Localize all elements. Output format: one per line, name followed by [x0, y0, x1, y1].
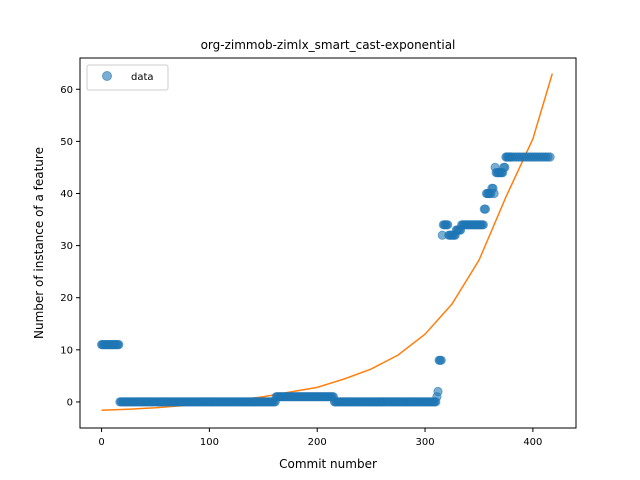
y-axis-title: Number of instance of a feature [32, 147, 46, 339]
x-tick-label: 100 [200, 437, 219, 448]
y-tick-label: 10 [60, 345, 73, 356]
legend-label-data: data [131, 72, 154, 83]
data-point [489, 188, 499, 199]
data-point [478, 220, 488, 230]
x-axis: 0 100 200 300 400 [98, 428, 542, 448]
legend: data [86, 64, 169, 91]
data-point [436, 355, 446, 365]
chart-title: org-zimmob-zimlx_smart_cast-exponential [201, 38, 456, 52]
y-tick-label: 30 [60, 241, 73, 252]
axes-frame [79, 57, 577, 429]
data-point [545, 152, 555, 162]
data-point [443, 220, 453, 230]
data-point [114, 339, 124, 350]
legend-box [86, 64, 169, 91]
y-tick-label: 60 [60, 85, 73, 96]
x-tick-label: 200 [308, 437, 327, 448]
x-tick-label: 400 [523, 437, 542, 448]
data-point [500, 162, 510, 172]
x-tick-label: 300 [415, 437, 434, 448]
y-tick-label: 50 [60, 137, 73, 148]
x-axis-title: Commit number [279, 457, 377, 471]
legend-marker-data [102, 71, 112, 81]
y-axis: 0 10 20 30 40 50 60 [60, 85, 80, 408]
y-tick-label: 20 [60, 293, 73, 304]
y-tick-label: 0 [67, 397, 73, 408]
y-tick-label: 40 [60, 189, 73, 200]
data-point [433, 386, 443, 397]
x-tick-label: 0 [98, 437, 104, 448]
data-point [480, 204, 490, 214]
plot-area [79, 57, 577, 429]
data-points-layer [97, 152, 555, 407]
